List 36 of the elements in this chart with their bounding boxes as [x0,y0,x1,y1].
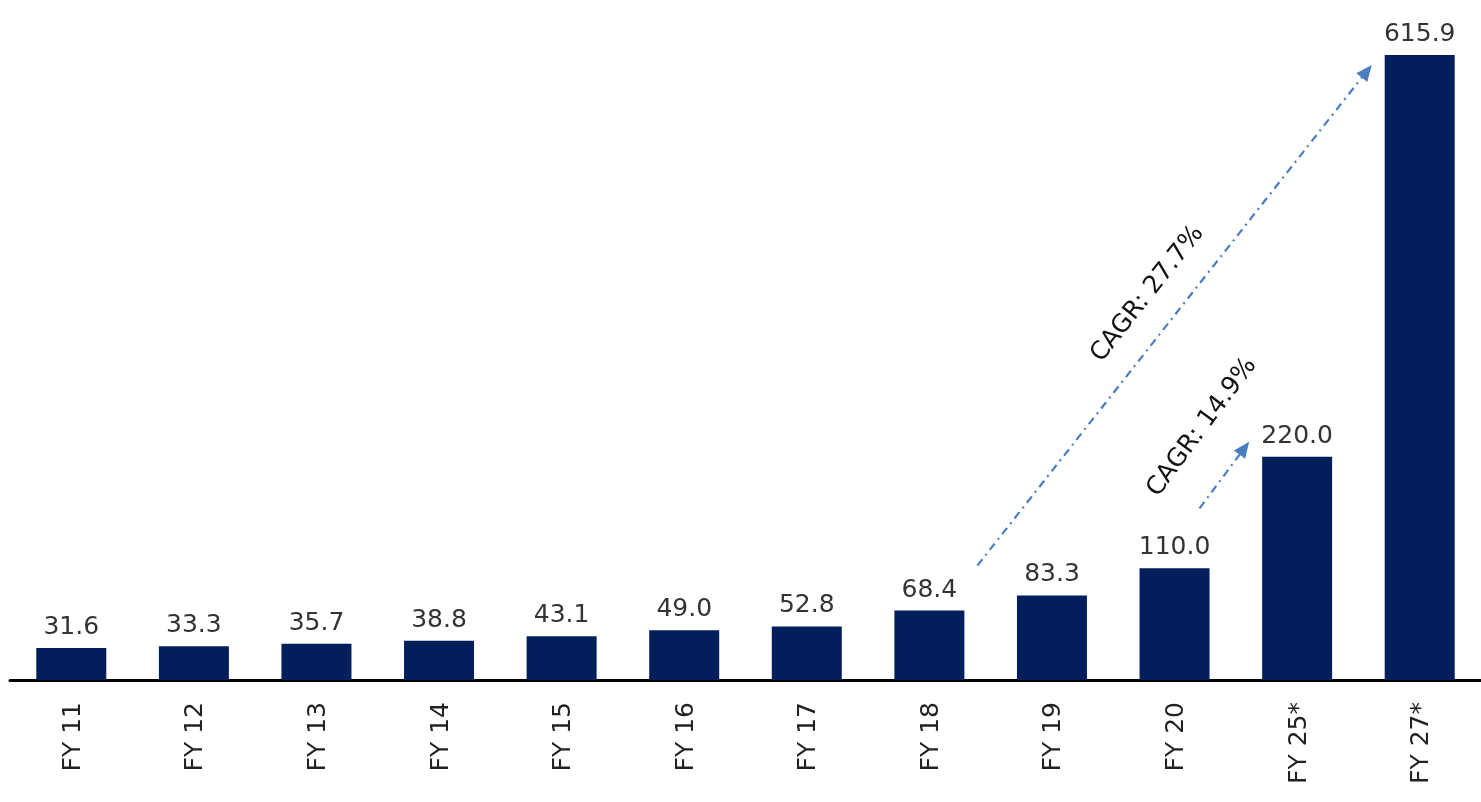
bar [1262,456,1333,680]
x-tick-label: FY 11 [56,702,86,772]
data-label: 31.6 [43,610,100,640]
data-label: 52.8 [778,589,835,619]
bar [1384,55,1455,680]
x-tick-label: FY 27* [1405,702,1435,784]
bar [158,646,229,680]
data-label: 83.3 [1024,558,1080,588]
data-label: 35.7 [288,606,345,636]
bar [894,610,965,680]
x-tick-label: FY 16 [669,702,699,772]
bar [1016,595,1087,680]
data-label: 220.0 [1261,419,1333,449]
data-label: 33.3 [166,609,222,639]
bar [526,636,597,680]
bar [1139,568,1210,680]
x-tick-label: FY 17 [792,702,822,772]
bar [281,643,352,680]
data-label: 38.8 [411,603,467,633]
x-tick-label: FY 20 [1160,702,1190,772]
x-tick-label: FY 13 [301,702,331,772]
x-tick-label: FY 19 [1037,702,1067,772]
x-tick-label: FY 18 [914,702,944,772]
bar [649,630,720,680]
data-label: 49.0 [656,593,713,623]
data-label: 110.0 [1138,531,1211,561]
data-label: 43.1 [533,599,590,629]
data-label: 615.9 [1383,18,1456,47]
bar [771,626,842,680]
x-tick-label: FY 12 [179,702,209,772]
bar [404,640,475,680]
data-label: 68.4 [901,573,958,603]
bar [36,647,107,680]
x-tick-label: FY 14 [424,702,454,772]
x-tick-label: FY 15 [547,702,577,772]
x-tick-label: FY 25* [1282,702,1312,784]
